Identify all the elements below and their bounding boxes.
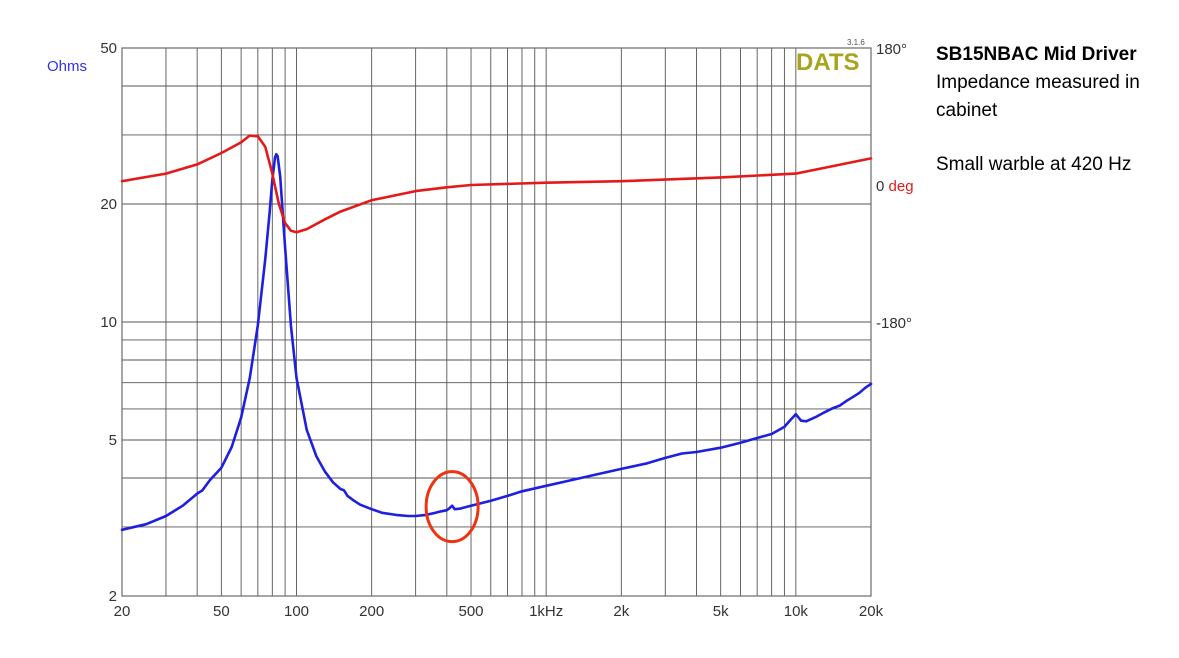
series-layer [120, 134, 873, 532]
plot-border [121, 47, 872, 597]
y-right-tick-label: -180° [876, 315, 912, 332]
x-tick-label: 10k [784, 603, 809, 620]
tick-labels: 20 50 100 200 500 1kHz 2k 5k 10k 20k 2 5 10 20 50 180° 0… [100, 40, 913, 620]
x-tick-label: 200 [359, 603, 384, 620]
y-axis-label-ohms: Ohms [47, 58, 87, 75]
y-left-tick-label: 10 [100, 314, 117, 331]
note-line-cabinet: cabinet [936, 100, 998, 121]
y-left-tick-label: 2 [109, 588, 117, 605]
y-left-tick-label: 5 [109, 432, 117, 449]
impedance-series-line [120, 152, 873, 532]
x-tick-label: 50 [213, 603, 230, 620]
y-right-tick-label: 180° [876, 41, 907, 58]
x-tick-label: 20k [859, 603, 884, 620]
chart-grid [121, 47, 872, 597]
note-line-measured: Impedance measured in [936, 72, 1140, 93]
x-tick-label: 1kHz [529, 603, 563, 620]
x-tick-label: 5k [713, 603, 729, 620]
warble-highlight-circle [424, 470, 480, 544]
x-tick-label: 100 [284, 603, 309, 620]
x-tick-label: 20 [114, 603, 131, 620]
version-label: 3.1.6 [847, 38, 865, 47]
note-title: SB15NBAC Mid Driver [936, 44, 1137, 65]
x-tick-label: 500 [459, 603, 484, 620]
dats-logo: DATS [796, 49, 860, 76]
phase-series-line [120, 134, 873, 234]
y-left-tick-label: 20 [100, 196, 117, 213]
y-right-tick-label: 0 deg [876, 178, 914, 195]
note-line-warble: Small warble at 420 Hz [936, 154, 1132, 175]
phase-unit-label: deg [884, 178, 913, 195]
x-tick-label: 2k [613, 603, 629, 620]
y-left-tick-label: 50 [100, 40, 117, 57]
